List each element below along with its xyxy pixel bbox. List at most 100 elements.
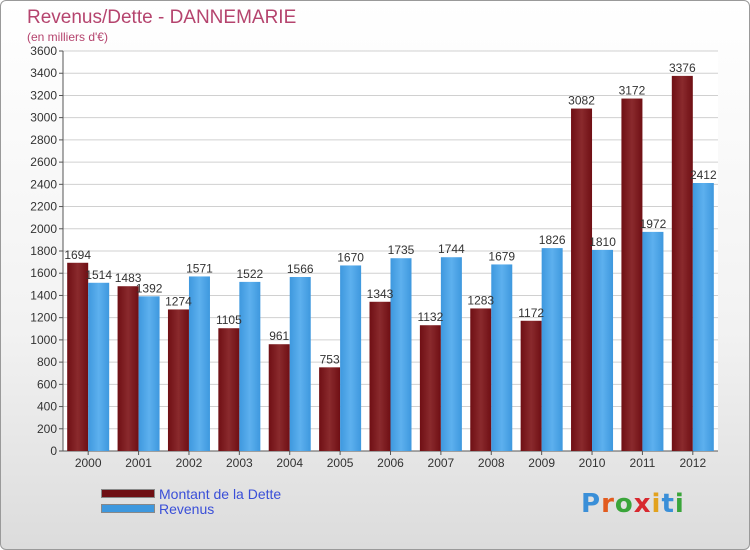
x-tick-label: 2003 [226,456,253,470]
logo-letter: i [651,489,662,519]
x-tick-label: 2001 [125,456,152,470]
y-tick-label: 600 [37,377,57,391]
data-label-revenus: 1514 [85,268,112,282]
y-tick-label: 400 [37,400,57,414]
bar-revenus [340,265,362,451]
legend: Montant de la Dette Revenus [101,485,282,517]
legend-item-revenus: Revenus [101,500,281,517]
data-label-dette: 3082 [568,94,595,108]
data-label-dette: 1132 [417,310,443,324]
y-tick-label: 200 [37,422,57,436]
y-tick-label: 2000 [30,222,57,236]
data-label-dette: 753 [320,352,340,366]
y-tick-label: 3200 [30,88,57,102]
bar-revenus [188,276,210,451]
logo-letter: t [661,489,675,519]
y-tick-label: 1600 [30,266,57,280]
bar-dette [117,286,139,451]
x-tick-label: 2002 [176,456,203,470]
bar-revenus [692,183,714,451]
data-label-dette: 1172 [518,306,544,320]
data-label-revenus: 1670 [337,250,364,264]
x-tick-label: 2000 [75,456,102,470]
chart-subtitle: (en milliers d'€) [27,30,108,44]
data-label-dette: 3172 [619,84,646,98]
y-tick-label: 1400 [30,288,57,302]
data-label-dette: 1483 [115,271,142,285]
legend-label-dette: Montant de la Dette [159,485,282,502]
legend-label-revenus: Revenus [159,500,215,517]
y-tick-label: 2600 [30,155,57,169]
x-tick-label: 2004 [276,456,303,470]
legend-swatch-revenus [101,504,155,513]
y-tick-label: 2400 [30,177,57,191]
bar-dette [520,320,542,451]
y-tick-label: 800 [37,355,57,369]
y-tick-label: 1800 [30,244,57,258]
bar-dette [167,309,189,451]
logo-letter: i [674,489,685,519]
y-tick-label: 2200 [30,200,57,214]
bar-dette [268,344,290,451]
y-tick-label: 3600 [30,44,57,58]
bar-dette [319,367,341,451]
bar-dette [671,75,693,451]
bar-revenus [88,282,110,451]
data-label-dette: 1343 [367,287,394,301]
y-tick-label: 1000 [30,333,57,347]
data-label-revenus: 1972 [640,217,667,231]
bar-revenus [491,264,513,451]
data-label-dette: 1105 [216,313,242,327]
data-label-revenus: 1522 [236,267,263,281]
bar-dette [571,108,593,452]
x-tick-label: 2006 [377,456,404,470]
bar-dette [621,98,643,452]
bar-revenus [592,249,614,451]
bar-revenus [642,231,664,451]
logo-letter: x [633,489,652,519]
x-tick-label: 2009 [528,456,555,470]
y-tick-label: 2800 [30,133,57,147]
x-tick-label: 2012 [679,456,706,470]
bar-dette [67,262,89,451]
legend-item-dette: Montant de la Dette [101,485,282,502]
logo-letter: r [601,489,615,519]
bar-dette [470,308,492,451]
data-label-revenus: 1571 [186,261,213,275]
data-label-revenus: 1392 [136,281,163,295]
x-tick-label: 2007 [428,456,455,470]
data-label-dette: 1274 [165,294,192,308]
bar-dette [369,301,391,451]
data-label-revenus: 1826 [539,233,566,247]
bar-dette [218,328,240,451]
x-tick-label: 2011 [630,456,656,470]
x-tick-label: 2005 [327,456,354,470]
bar-revenus [390,258,412,451]
data-label-dette: 3376 [669,61,696,75]
y-tick-label: 1200 [30,311,57,325]
bar-revenus [239,281,261,451]
data-label-dette: 1283 [467,293,494,307]
data-label-revenus: 1679 [488,249,515,263]
data-label-revenus: 1744 [438,242,465,256]
logo-letter: o [614,489,634,519]
data-label-dette: 961 [269,329,289,343]
data-label-dette: 1694 [64,248,91,262]
y-tick-label: 3400 [30,66,57,80]
chart-title: Revenus/Dette - DANNEMARIE [27,7,297,28]
bar-revenus [138,296,160,451]
bar-revenus [541,248,563,451]
y-tick-label: 3000 [30,111,57,125]
x-tick-label: 2008 [478,456,505,470]
data-label-revenus: 1566 [287,262,314,276]
legend-swatch-dette [101,489,155,498]
data-label-revenus: 1810 [589,235,616,249]
proxiti-logo: Proxiti [581,489,685,519]
bar-revenus [289,277,311,451]
data-label-revenus: 1735 [388,243,415,257]
bar-revenus [440,257,462,451]
y-tick-label: 0 [50,444,57,458]
data-label-revenus: 2412 [690,168,717,182]
